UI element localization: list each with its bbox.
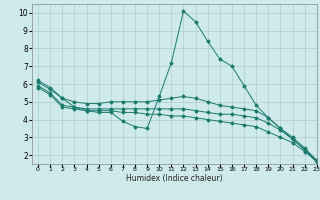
X-axis label: Humidex (Indice chaleur): Humidex (Indice chaleur) xyxy=(126,174,223,183)
